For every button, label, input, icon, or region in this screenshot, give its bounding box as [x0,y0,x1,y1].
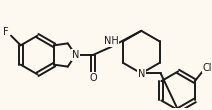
Text: O: O [89,73,97,83]
Text: Cl: Cl [203,63,212,73]
Text: N: N [138,69,145,79]
Text: F: F [3,27,9,37]
Text: NH: NH [104,36,119,46]
Text: N: N [72,50,79,60]
